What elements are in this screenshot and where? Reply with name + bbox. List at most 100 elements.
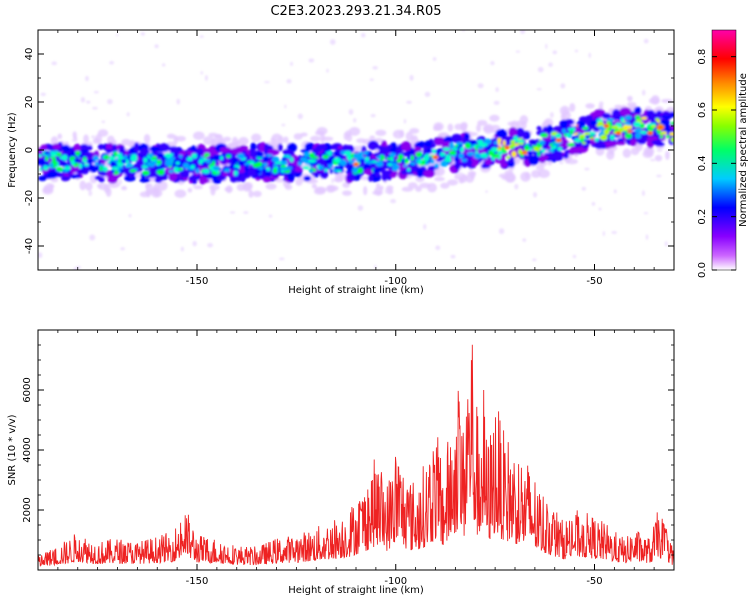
heatmap-cell: [537, 151, 541, 157]
heatmap-cell: [102, 166, 108, 172]
heatmap-cell: [598, 207, 602, 211]
heatmap-cell: [44, 151, 50, 155]
heatmap-cell: [229, 211, 236, 214]
heatmap-cell: [642, 190, 645, 197]
heatmap-cell: [669, 132, 674, 136]
heatmap-cell: [248, 190, 254, 198]
heatmap-cell: [200, 71, 203, 75]
heatmap-cell: [192, 184, 197, 188]
heatmap-cell: [449, 150, 457, 156]
spectrogram-ylabel: Frequency (Hz): [7, 112, 18, 188]
heatmap-cell: [262, 162, 268, 167]
heatmap-cell: [611, 231, 617, 234]
heatmap-cell: [407, 155, 411, 161]
heatmap-cell: [75, 150, 81, 156]
heatmap-cell: [265, 154, 273, 157]
heatmap-cell: [51, 61, 57, 66]
heatmap-cell: [392, 157, 396, 161]
heatmap-cell: [342, 182, 350, 188]
heatmap-cell: [263, 176, 272, 183]
heatmap-cell: [444, 157, 452, 163]
heatmap-cell: [57, 133, 63, 140]
heatmap-cell: [184, 165, 191, 170]
heatmap-cell: [300, 157, 308, 162]
heatmap-cell: [180, 170, 190, 178]
heatmap-cell: [342, 190, 352, 196]
heatmap-cell: [38, 154, 43, 158]
heatmap-cell: [528, 147, 533, 151]
heatmap-cell: [620, 117, 625, 123]
heatmap-cell: [39, 167, 43, 171]
heatmap-cell: [466, 158, 473, 167]
heatmap-cell: [481, 163, 488, 169]
heatmap-cell: [154, 44, 159, 49]
heatmap-cell: [466, 151, 475, 156]
heatmap-cell: [451, 133, 462, 143]
heatmap-cell: [540, 148, 546, 153]
heatmap-cell: [293, 133, 303, 140]
heatmap-cell: [635, 115, 641, 121]
heatmap-cell: [656, 148, 663, 152]
heatmap-cell: [226, 154, 232, 159]
snr-ytick-label: 4000: [22, 437, 33, 462]
heatmap-cell: [361, 32, 366, 38]
heatmap-cell: [619, 107, 632, 117]
heatmap-cell: [578, 122, 585, 129]
heatmap-cell: [113, 151, 118, 157]
heatmap-cell: [89, 234, 96, 241]
heatmap-cell: [191, 153, 198, 159]
heatmap-cell: [219, 155, 224, 161]
heatmap-cell: [642, 150, 654, 159]
heatmap-cell: [546, 124, 553, 135]
heatmap-cell: [565, 132, 571, 138]
heatmap-cell: [173, 166, 179, 173]
heatmap-cell: [71, 159, 75, 166]
heatmap-cell: [107, 160, 111, 164]
heatmap-cell: [400, 141, 412, 152]
heatmap-cell: [161, 63, 166, 67]
heatmap-cell: [89, 164, 98, 173]
heatmap-cell: [665, 150, 670, 160]
heatmap-cell: [588, 52, 591, 59]
heatmap-cell: [50, 151, 55, 158]
heatmap-cell: [572, 254, 577, 259]
heatmap-cell: [622, 148, 632, 158]
snr-xlabel: Height of straight line (km): [288, 585, 424, 596]
heatmap-cell: [206, 158, 211, 164]
heatmap-cell: [472, 144, 477, 148]
heatmap-cell: [237, 153, 245, 160]
heatmap-cell: [329, 168, 333, 174]
heatmap-cell: [46, 171, 58, 179]
snr-series-line: [38, 344, 674, 567]
heatmap-cell: [440, 182, 450, 189]
heatmap-cell: [648, 97, 660, 105]
heatmap-cell: [403, 164, 408, 168]
heatmap-cell: [166, 133, 176, 139]
heatmap-cell: [497, 139, 501, 146]
heatmap-cell: [199, 35, 204, 38]
heatmap-cell: [651, 125, 657, 128]
heatmap-cell: [264, 81, 270, 84]
heatmap-cell: [116, 33, 119, 37]
heatmap-cell: [97, 143, 105, 151]
heatmap-cell: [608, 150, 615, 155]
heatmap-cell: [389, 152, 396, 158]
colorbar: 0.0 0.2 0.4 0.6 0.8 Normalized spectral ampl…: [697, 29, 749, 278]
heatmap-cell: [415, 151, 423, 158]
heatmap-cell: [169, 171, 178, 181]
heatmap-cell: [358, 167, 363, 174]
heatmap-cell: [180, 246, 184, 252]
heatmap-cell: [513, 158, 521, 163]
heatmap-cell: [110, 169, 115, 174]
heatmap-cell: [109, 61, 115, 65]
heatmap-cell: [568, 161, 574, 165]
heatmap-cell: [78, 163, 83, 169]
heatmap-cell: [555, 133, 562, 139]
heatmap-cell: [557, 146, 563, 151]
spectrogram-ytick-label: 40: [24, 48, 35, 61]
heatmap-cell: [223, 136, 232, 142]
heatmap-cell: [431, 148, 437, 154]
heatmap-cell: [187, 187, 193, 193]
heatmap-cell: [430, 158, 435, 165]
